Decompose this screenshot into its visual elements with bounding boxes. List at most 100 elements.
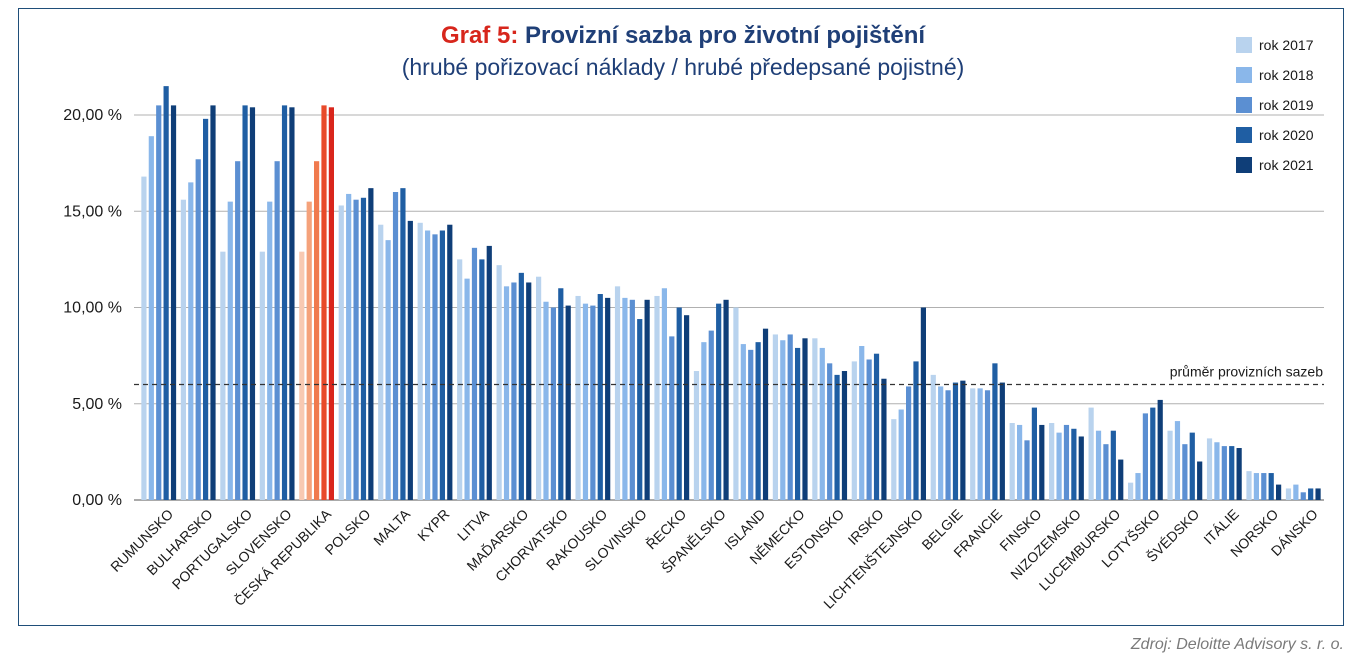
bar (693, 371, 700, 500)
source-note: Zdroj: Deloitte Advisory s. r. o. (1130, 636, 1344, 653)
bar (819, 347, 825, 500)
bar (898, 409, 904, 500)
legend-label: rok 2019 (1259, 97, 1314, 113)
bar (787, 334, 793, 500)
bar (644, 299, 650, 500)
bar (938, 386, 944, 500)
bar (407, 220, 413, 501)
bar (622, 297, 628, 501)
bar (780, 340, 786, 500)
bar (708, 330, 714, 500)
bar (930, 374, 936, 501)
bar (1024, 440, 1030, 500)
bar (385, 240, 391, 501)
legend-swatch (1236, 37, 1252, 53)
bar (170, 105, 177, 501)
bar (360, 197, 367, 500)
bar (148, 136, 154, 500)
bar (1078, 436, 1084, 500)
bar (1189, 432, 1195, 501)
bar (866, 359, 872, 500)
bar (970, 388, 976, 500)
bar (203, 118, 209, 500)
bar (684, 315, 690, 500)
legend-label: rok 2017 (1259, 37, 1314, 53)
bar (314, 161, 320, 500)
bar (439, 230, 445, 500)
bar (851, 361, 857, 500)
bar (400, 188, 406, 500)
bar (1167, 430, 1173, 500)
bar (353, 199, 359, 500)
bar (740, 344, 746, 500)
bar (565, 305, 571, 500)
bar (1276, 484, 1282, 500)
legend-item: rok 2020 (1236, 120, 1313, 150)
bar (1229, 446, 1235, 500)
bar (1268, 473, 1274, 500)
bar (1009, 423, 1015, 500)
bar (1308, 488, 1314, 500)
bar (249, 107, 256, 501)
bar (1174, 421, 1181, 500)
bar (425, 230, 431, 500)
bar (1128, 482, 1134, 500)
bar (536, 276, 542, 500)
bar (259, 251, 265, 500)
bar (1135, 473, 1141, 500)
bar (1197, 461, 1203, 500)
legend-label: rok 2021 (1259, 157, 1314, 173)
legend-swatch (1236, 127, 1252, 143)
bar (281, 105, 288, 501)
bar (141, 176, 147, 500)
bar (227, 201, 233, 501)
bar (242, 105, 248, 501)
chart-title: Graf 5: Provizní sazba pro životní pojiš… (0, 22, 1356, 50)
bar (503, 286, 510, 500)
bar (977, 388, 983, 500)
bar (952, 382, 959, 500)
legend-item: rok 2018 (1236, 60, 1313, 90)
bar (392, 192, 399, 500)
bar (378, 224, 384, 500)
bar (188, 182, 194, 501)
bar (496, 265, 502, 500)
bar (716, 303, 722, 500)
bar (1253, 473, 1259, 500)
bar (156, 105, 162, 501)
bar (558, 288, 564, 500)
bar (471, 247, 478, 500)
legend-swatch (1236, 97, 1252, 113)
bar (1221, 446, 1227, 500)
bar (637, 319, 643, 500)
bar (891, 419, 897, 500)
bar (267, 201, 273, 501)
bar (447, 224, 453, 500)
bar (597, 294, 603, 500)
bar (906, 386, 912, 500)
y-tick-label: 20,00 % (63, 107, 122, 124)
bar (1142, 413, 1148, 501)
bar (1315, 488, 1321, 500)
legend-item: rok 2021 (1236, 150, 1313, 180)
bar (1182, 444, 1188, 500)
bar (1095, 430, 1102, 500)
bar (338, 205, 344, 500)
bar (274, 161, 280, 500)
bar (1031, 407, 1037, 500)
bar (834, 374, 840, 501)
bar (605, 297, 611, 501)
bar (1157, 399, 1163, 500)
bar (432, 234, 438, 500)
bar (748, 349, 754, 500)
legend-label: rok 2018 (1259, 67, 1314, 83)
bar (629, 299, 635, 500)
bar (812, 338, 818, 500)
bar (486, 245, 492, 500)
bar (582, 303, 589, 500)
bar (1293, 484, 1299, 500)
bar (1017, 424, 1023, 500)
bar (1088, 407, 1094, 500)
bar (368, 188, 374, 500)
bar (614, 286, 621, 500)
